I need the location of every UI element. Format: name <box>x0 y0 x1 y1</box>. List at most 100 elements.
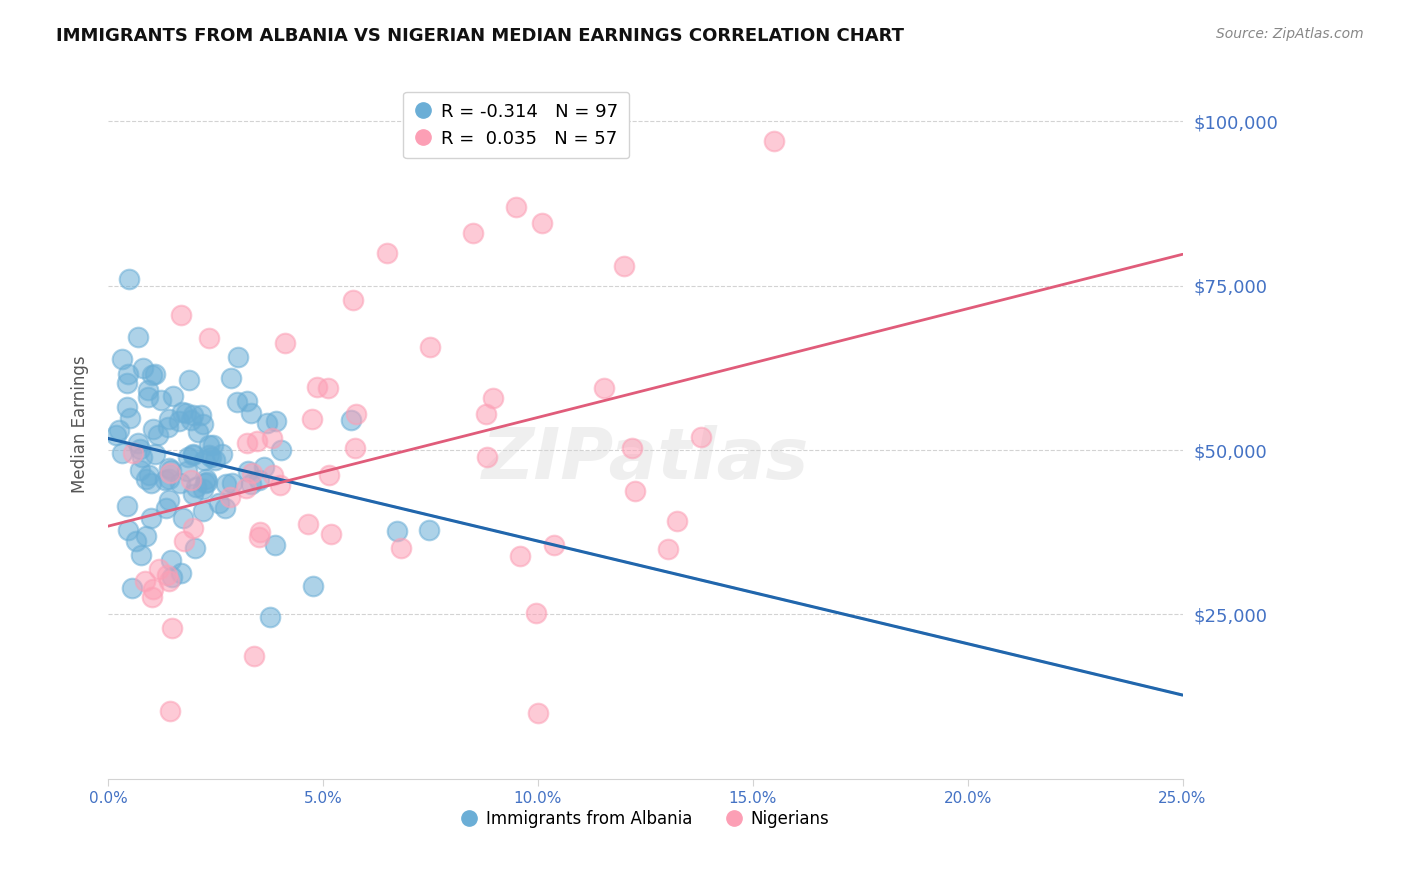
Text: ZIPatlas: ZIPatlas <box>482 425 808 494</box>
Nigerians <box>344 442 367 456</box>
Text: IMMIGRANTS FROM ALBANIA VS NIGERIAN MEDIAN EARNINGS CORRELATION CHART: IMMIGRANTS FROM ALBANIA VS NIGERIAN MEDI… <box>56 27 904 45</box>
Immigrants from Albania <box>117 400 139 414</box>
Immigrants from Albania <box>193 482 215 496</box>
Immigrants from Albania <box>162 389 184 403</box>
Immigrants from Albania <box>132 361 155 376</box>
Immigrants from Albania <box>187 425 209 439</box>
Immigrants from Albania <box>143 447 166 461</box>
Nigerians <box>183 521 205 535</box>
Immigrants from Albania <box>236 465 259 479</box>
Immigrants from Albania <box>181 447 204 461</box>
Nigerians <box>342 293 364 308</box>
Nigerians <box>170 308 193 322</box>
Immigrants from Albania <box>264 414 287 428</box>
Y-axis label: Median Earnings: Median Earnings <box>72 355 89 492</box>
Nigerians <box>477 450 499 465</box>
Nigerians <box>318 381 340 395</box>
Immigrants from Albania <box>121 581 143 595</box>
Immigrants from Albania <box>160 553 183 567</box>
Nigerians <box>159 704 181 718</box>
Immigrants from Albania <box>239 477 262 491</box>
Immigrants from Albania <box>418 523 440 537</box>
Immigrants from Albania <box>176 464 198 478</box>
Immigrants from Albania <box>141 511 163 525</box>
Nigerians <box>419 340 441 354</box>
Immigrants from Albania <box>149 392 172 407</box>
Nigerians <box>297 517 319 532</box>
Immigrants from Albania <box>240 406 263 420</box>
Nigerians <box>236 436 259 450</box>
Immigrants from Albania <box>226 350 249 364</box>
Nigerians <box>155 567 177 582</box>
Nigerians <box>690 430 713 444</box>
Immigrants from Albania <box>167 414 190 428</box>
Immigrants from Albania <box>105 428 128 442</box>
Immigrants from Albania <box>118 410 141 425</box>
Immigrants from Albania <box>177 373 200 387</box>
Nigerians <box>389 541 412 555</box>
Immigrants from Albania <box>159 463 181 477</box>
Immigrants from Albania <box>117 523 139 537</box>
Nigerians <box>543 538 565 552</box>
Immigrants from Albania <box>214 501 236 516</box>
Nigerians <box>235 481 257 495</box>
Immigrants from Albania <box>117 367 139 381</box>
Nigerians <box>160 621 183 635</box>
Immigrants from Albania <box>204 453 226 467</box>
Immigrants from Albania <box>211 447 233 461</box>
Immigrants from Albania <box>157 412 180 426</box>
Nigerians <box>249 524 271 539</box>
Immigrants from Albania <box>128 463 150 477</box>
Nigerians <box>148 561 170 575</box>
Immigrants from Albania <box>143 367 166 381</box>
Nigerians <box>242 648 264 663</box>
Immigrants from Albania <box>236 394 259 409</box>
Legend: Immigrants from Albania, Nigerians: Immigrants from Albania, Nigerians <box>454 803 837 835</box>
Nigerians <box>240 466 263 480</box>
Immigrants from Albania <box>193 475 215 490</box>
Immigrants from Albania <box>118 272 141 286</box>
Immigrants from Albania <box>115 376 138 391</box>
Nigerians <box>475 407 498 421</box>
Immigrants from Albania <box>194 472 217 486</box>
Immigrants from Albania <box>191 417 214 431</box>
Immigrants from Albania <box>253 459 276 474</box>
Immigrants from Albania <box>180 412 202 426</box>
Immigrants from Albania <box>177 450 200 464</box>
Immigrants from Albania <box>107 423 129 437</box>
Immigrants from Albania <box>221 476 243 491</box>
Immigrants from Albania <box>215 477 238 491</box>
Immigrants from Albania <box>115 499 138 513</box>
Immigrants from Albania <box>195 475 218 490</box>
Immigrants from Albania <box>136 390 159 404</box>
Nigerians <box>141 590 163 604</box>
Immigrants from Albania <box>136 384 159 398</box>
Immigrants from Albania <box>226 394 249 409</box>
Immigrants from Albania <box>302 579 325 593</box>
Nigerians <box>319 527 342 541</box>
Nigerians <box>273 336 295 351</box>
Immigrants from Albania <box>135 529 157 543</box>
Nigerians <box>141 582 163 596</box>
Nigerians <box>482 391 505 405</box>
Nigerians <box>657 542 679 557</box>
Nigerians <box>269 478 291 492</box>
Immigrants from Albania <box>190 408 212 422</box>
Immigrants from Albania <box>169 566 191 581</box>
Nigerians <box>505 200 527 214</box>
Nigerians <box>219 491 242 505</box>
Immigrants from Albania <box>191 504 214 518</box>
Immigrants from Albania <box>202 437 225 451</box>
Immigrants from Albania <box>219 371 242 385</box>
Immigrants from Albania <box>270 443 292 458</box>
Immigrants from Albania <box>208 496 231 510</box>
Immigrants from Albania <box>111 446 134 460</box>
Nigerians <box>247 530 270 544</box>
Immigrants from Albania <box>181 449 204 463</box>
Immigrants from Albania <box>157 420 180 434</box>
Immigrants from Albania <box>141 368 163 383</box>
Immigrants from Albania <box>127 435 149 450</box>
Immigrants from Albania <box>111 352 134 367</box>
Immigrants from Albania <box>125 533 148 548</box>
Nigerians <box>509 549 531 564</box>
